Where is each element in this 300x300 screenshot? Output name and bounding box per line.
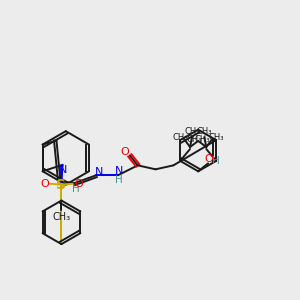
Text: O: O <box>205 154 213 164</box>
Text: CH₃: CH₃ <box>208 133 224 142</box>
Text: CH₃: CH₃ <box>52 212 70 222</box>
Text: CH₃: CH₃ <box>172 133 188 142</box>
Text: CH₃: CH₃ <box>194 135 210 144</box>
Text: O: O <box>121 148 129 158</box>
Text: S: S <box>56 178 66 192</box>
Text: N: N <box>59 165 68 175</box>
Text: N: N <box>115 166 123 176</box>
Text: N: N <box>95 167 103 177</box>
Text: CH₃: CH₃ <box>196 127 212 136</box>
Text: O: O <box>74 179 83 189</box>
Text: H: H <box>72 184 80 194</box>
Text: CH₃: CH₃ <box>184 127 200 136</box>
Text: H: H <box>115 175 123 185</box>
Text: O: O <box>40 179 49 189</box>
Text: H: H <box>212 156 220 167</box>
Text: CH₃: CH₃ <box>187 135 202 144</box>
